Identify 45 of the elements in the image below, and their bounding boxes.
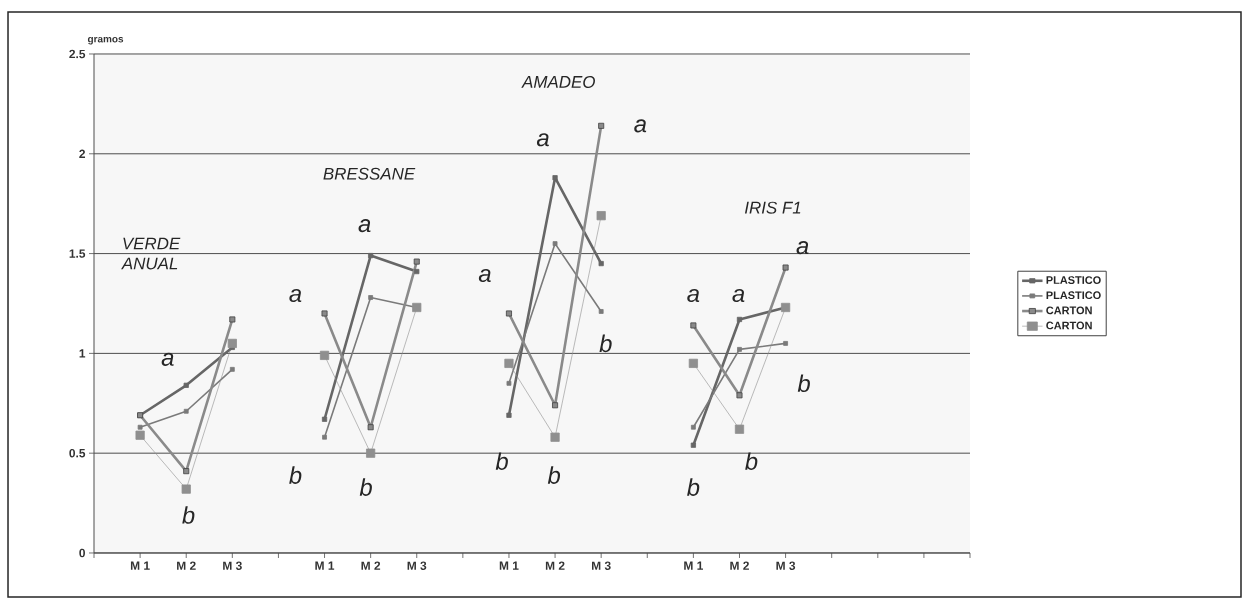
- annotation: IRIS F1: [744, 201, 801, 214]
- x-tick-label: M 3: [223, 561, 242, 570]
- y-tick-label: 2.5: [69, 49, 86, 59]
- x-tick-label: M 3: [592, 561, 611, 570]
- legend-label: CARTON: [1046, 306, 1092, 315]
- y-tick-label: 1: [79, 349, 86, 358]
- annotation: VERDE ANUAL: [121, 237, 181, 270]
- annotation: b: [182, 506, 195, 524]
- x-tick-label: M 3: [407, 561, 427, 570]
- annotation: a: [796, 241, 809, 255]
- x-tick-label: M 2: [361, 561, 381, 570]
- annotation: b: [797, 374, 810, 393]
- x-tick-label: M 1: [499, 561, 519, 570]
- x-tick-label: M 2: [730, 561, 749, 570]
- annotation: b: [745, 452, 758, 470]
- legend-label: CARTON: [1046, 321, 1092, 330]
- annotation: a: [732, 288, 745, 303]
- x-tick-label: M 2: [545, 561, 565, 570]
- x-tick-label: M 1: [130, 561, 150, 570]
- annotation: a: [687, 288, 700, 303]
- annotation: a: [289, 288, 302, 303]
- x-tick-label: M 1: [315, 561, 335, 570]
- annotation: b: [495, 452, 508, 470]
- annotation: b: [687, 478, 700, 496]
- y-tick-label: 0: [79, 548, 85, 558]
- annotation: b: [547, 466, 561, 484]
- annotation: b: [289, 466, 302, 484]
- y-tick-label: 2: [79, 149, 86, 158]
- x-tick-label: M 2: [177, 561, 196, 570]
- y-tick-label: 0.5: [69, 448, 86, 458]
- x-tick-label: M 3: [776, 561, 796, 570]
- annotation: a: [634, 119, 647, 133]
- annotation: a: [478, 269, 491, 283]
- legend-label: PLASTICO: [1046, 291, 1101, 300]
- x-tick-label: M 1: [684, 561, 703, 570]
- y-tick-label: 1.5: [69, 249, 86, 258]
- annotation: AMADEO: [521, 75, 595, 88]
- y-axis-title: gramos: [87, 36, 124, 45]
- annotation: a: [161, 352, 174, 366]
- annotation: b: [599, 334, 612, 353]
- annotation: a: [536, 133, 549, 147]
- legend-label: PLASTICO: [1046, 276, 1101, 284]
- annotation: a: [358, 219, 371, 233]
- annotation: BRESSANE: [323, 167, 416, 180]
- annotation: b: [359, 478, 372, 496]
